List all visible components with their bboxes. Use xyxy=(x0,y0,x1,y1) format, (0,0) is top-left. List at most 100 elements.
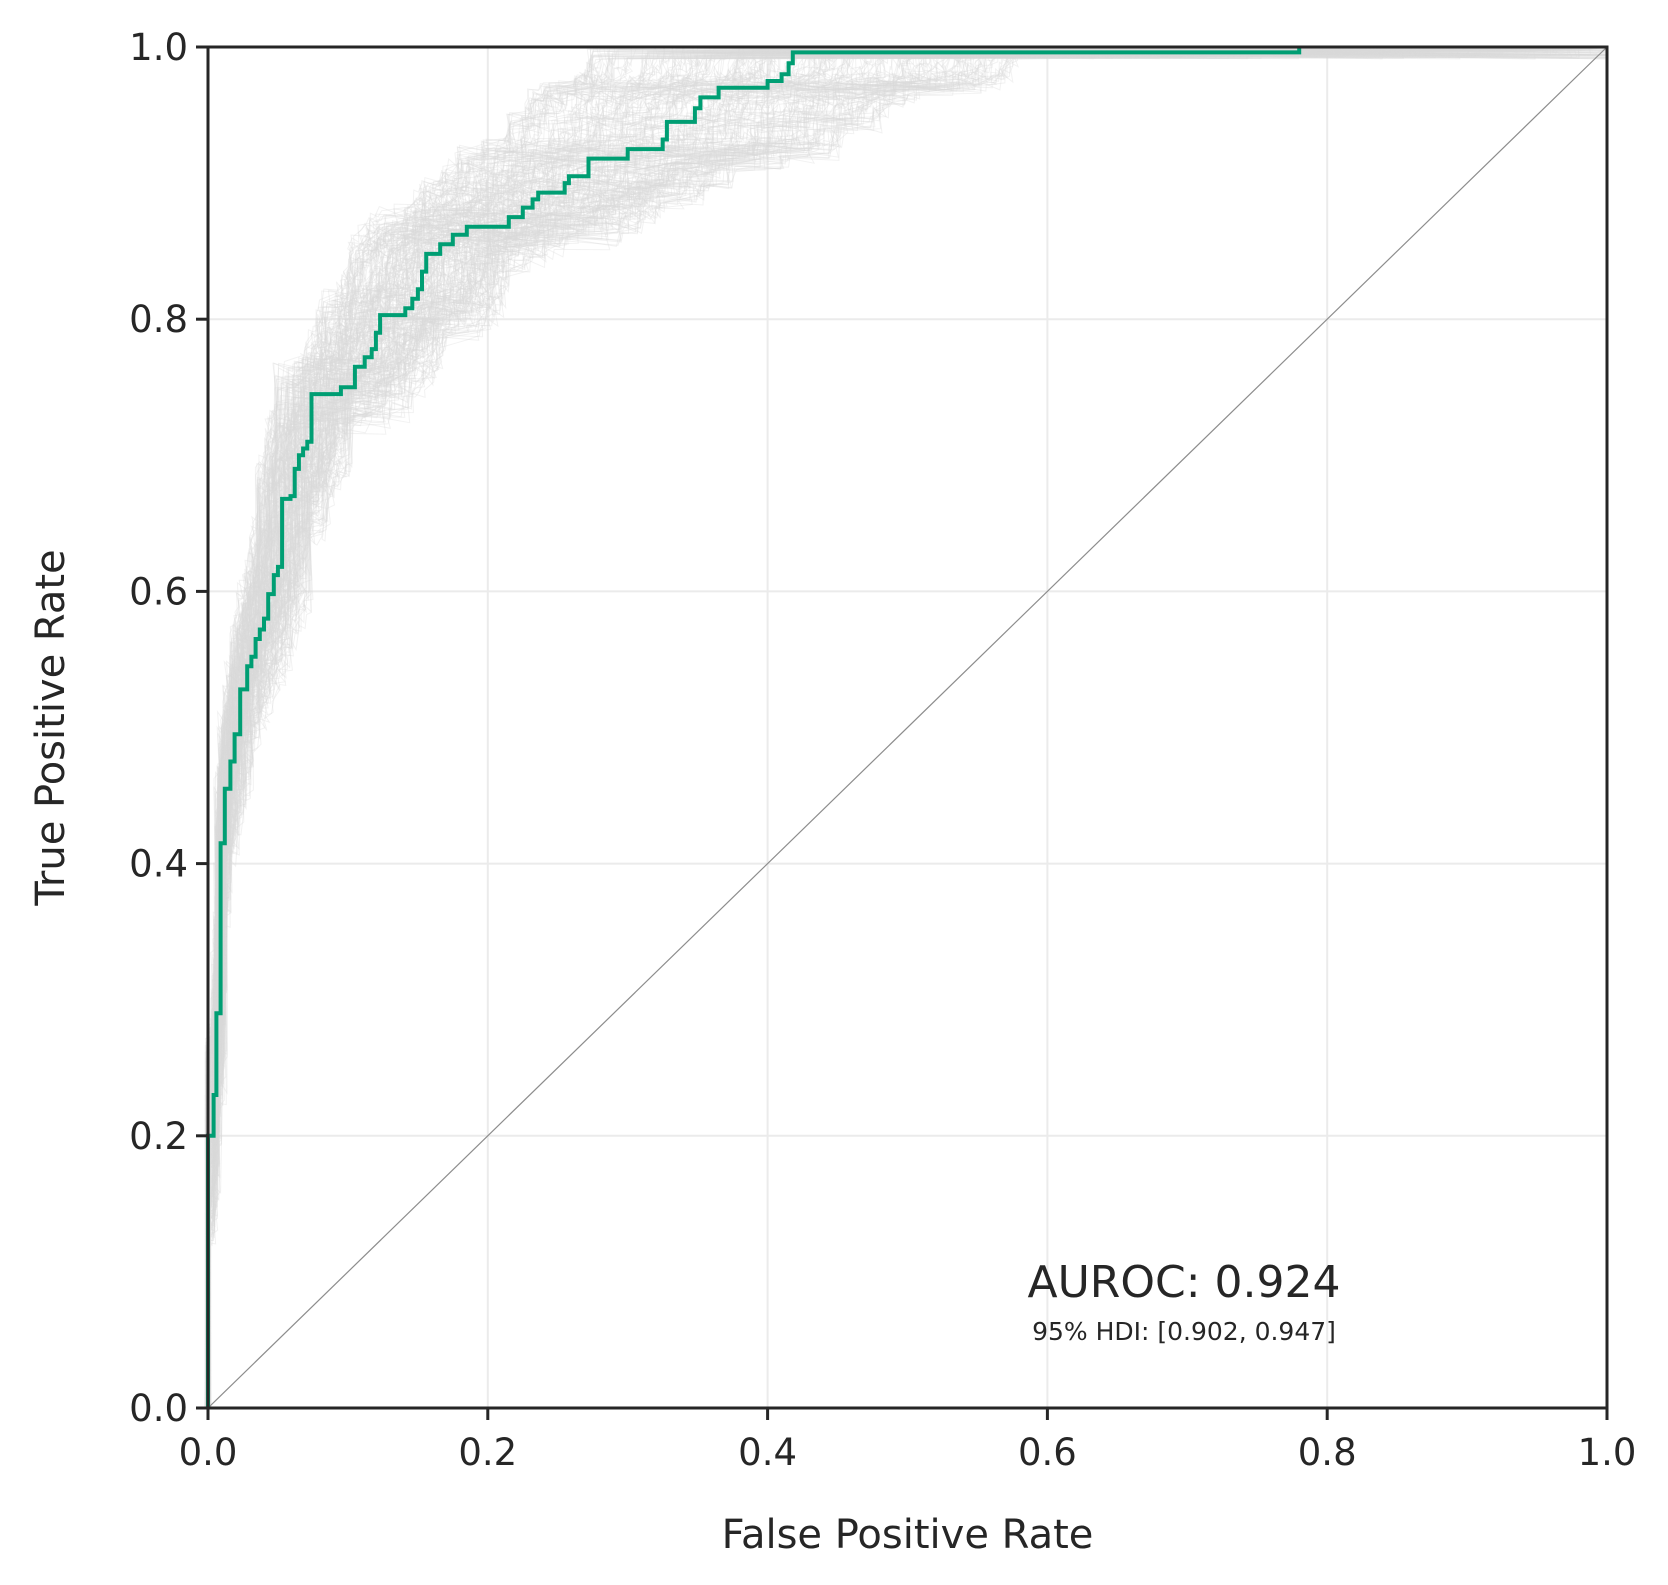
posterior-sample-curve xyxy=(205,46,1608,1409)
posterior-sample-curve xyxy=(204,47,1608,1409)
posterior-sample-curve xyxy=(206,46,1607,1409)
posterior-sample-curve xyxy=(207,46,1607,1409)
posterior-sample-curve xyxy=(206,47,1608,1409)
posterior-sample-curve xyxy=(206,46,1608,1409)
posterior-sample-curve xyxy=(205,46,1607,1409)
posterior-sample-curve xyxy=(204,46,1608,1409)
posterior-sample-curve xyxy=(204,46,1607,1409)
posterior-sample-curve xyxy=(206,46,1608,1409)
posterior-sample-curve xyxy=(206,46,1607,1409)
y-tick-label: 1.0 xyxy=(129,26,188,69)
posterior-sample-curve xyxy=(205,47,1608,1409)
y-tick-label: 0.6 xyxy=(129,570,188,613)
posterior-sample-curve xyxy=(204,46,1608,1409)
posterior-sample-curve xyxy=(204,46,1608,1409)
posterior-sample-curve xyxy=(204,46,1607,1409)
x-tick-label: 0.6 xyxy=(1018,1431,1077,1474)
posterior-sample-curve xyxy=(208,46,1607,1409)
posterior-sample-curve xyxy=(209,46,1607,1409)
posterior-sample-curve xyxy=(207,46,1608,1409)
posterior-sample-curve xyxy=(205,46,1608,1409)
posterior-sample-curve xyxy=(206,46,1607,1409)
posterior-sample-curve xyxy=(206,46,1608,1409)
posterior-sample-curve xyxy=(207,46,1608,1409)
posterior-sample-curve xyxy=(205,46,1607,1409)
posterior-sample-curve xyxy=(207,46,1607,1409)
posterior-sample-curve xyxy=(209,47,1608,1409)
posterior-sample-curve xyxy=(205,47,1608,1409)
posterior-sample-curve xyxy=(208,46,1608,1409)
posterior-sample-curve xyxy=(205,46,1608,1409)
posterior-sample-curve xyxy=(207,46,1607,1409)
posterior-sample-curve xyxy=(205,46,1608,1409)
posterior-sample-curve xyxy=(204,46,1607,1409)
posterior-sample-curve xyxy=(209,46,1607,1409)
posterior-sample-curve xyxy=(205,47,1608,1409)
posterior-sample-curve xyxy=(206,47,1608,1409)
posterior-sample-curve xyxy=(205,46,1607,1409)
posterior-sample-curve xyxy=(206,47,1608,1409)
posterior-sample-curve xyxy=(207,46,1608,1409)
posterior-sample-curve xyxy=(207,46,1607,1409)
posterior-sample-curve xyxy=(206,46,1607,1409)
posterior-sample-curve xyxy=(205,46,1607,1409)
posterior-sample-curve xyxy=(205,46,1607,1409)
posterior-sample-curve xyxy=(206,46,1608,1409)
posterior-sample-curve xyxy=(205,47,1608,1409)
posterior-sample-curve xyxy=(204,46,1608,1409)
posterior-sample-curve xyxy=(204,46,1608,1409)
posterior-sample-curve xyxy=(204,46,1607,1409)
posterior-sample-curve xyxy=(209,46,1607,1409)
posterior-sample-curve xyxy=(205,46,1607,1409)
posterior-sample-curve xyxy=(206,46,1607,1409)
posterior-sample-curve xyxy=(207,47,1608,1409)
posterior-sample-curve xyxy=(204,46,1608,1409)
posterior-sample-curve xyxy=(208,46,1608,1409)
posterior-sample-curve xyxy=(206,46,1607,1409)
grid xyxy=(207,46,1608,1409)
posterior-sample-curve xyxy=(204,46,1608,1409)
posterior-sample-curve xyxy=(208,46,1608,1409)
posterior-sample-curve xyxy=(205,46,1607,1409)
axis-ticks: 0.0 0.2 0.4 0.6 0.8 1.0 0.0 0.2 0.4 0.6 0.8 1.0 xyxy=(129,26,1636,1474)
posterior-sample-curve xyxy=(206,46,1608,1409)
posterior-sample-curve xyxy=(209,46,1607,1409)
posterior-sample-curve xyxy=(205,46,1607,1409)
posterior-sample-curve xyxy=(205,46,1607,1409)
posterior-sample-curve xyxy=(204,46,1608,1409)
posterior-sample-curve xyxy=(206,46,1608,1409)
posterior-sample-curve xyxy=(208,46,1608,1409)
posterior-sample-curve xyxy=(208,46,1608,1409)
posterior-sample-curve xyxy=(206,46,1608,1409)
posterior-sample-curve xyxy=(206,46,1607,1409)
posterior-sample-curve xyxy=(206,46,1607,1409)
posterior-sample-curve xyxy=(208,46,1608,1409)
posterior-sample-curve xyxy=(206,46,1608,1409)
y-tick-label: 0.2 xyxy=(129,1115,188,1158)
posterior-sample-curve xyxy=(205,46,1607,1409)
posterior-sample-curve xyxy=(207,46,1607,1409)
posterior-sample-curve xyxy=(205,46,1607,1409)
posterior-sample-curve xyxy=(208,46,1608,1409)
posterior-sample-curve xyxy=(206,46,1608,1409)
posterior-sample-curve xyxy=(205,46,1607,1409)
posterior-sample-curve xyxy=(206,46,1607,1409)
x-axis-label: False Positive Rate xyxy=(722,1512,1094,1558)
posterior-sample-curve xyxy=(206,46,1608,1409)
posterior-sample-curve xyxy=(206,46,1608,1409)
auroc-annotation: AUROC: 0.924 xyxy=(1027,1257,1340,1308)
posterior-sample-curve xyxy=(207,46,1608,1409)
posterior-sample-curve xyxy=(205,46,1607,1409)
posterior-sample-curve xyxy=(208,46,1608,1409)
posterior-sample-curve xyxy=(209,46,1608,1409)
posterior-sample-curve xyxy=(208,46,1607,1409)
posterior-sample-curve xyxy=(205,46,1607,1409)
posterior-sample-curve xyxy=(205,46,1608,1409)
x-tick-label: 0.0 xyxy=(179,1431,238,1474)
posterior-sample-curve xyxy=(206,46,1607,1409)
posterior-sample-curve xyxy=(205,47,1608,1409)
posterior-sample-curve xyxy=(208,46,1607,1409)
posterior-sample-curve xyxy=(207,46,1607,1409)
posterior-sample-curve xyxy=(206,46,1607,1409)
posterior-sample-curve xyxy=(204,46,1608,1409)
